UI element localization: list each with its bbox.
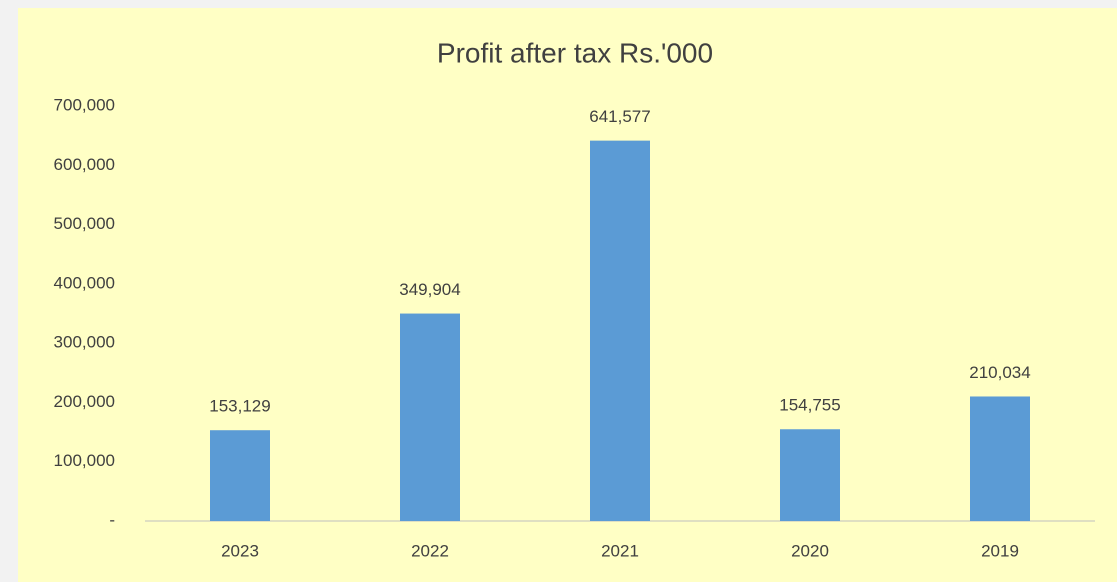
x-tick-label: 2022: [411, 541, 449, 560]
chart-title: Profit after tax Rs.'000: [437, 37, 713, 68]
data-label: 641,577: [589, 107, 650, 126]
bar: [780, 429, 840, 521]
y-tick-label: 300,000: [54, 333, 115, 352]
bar: [210, 430, 270, 521]
bar: [970, 396, 1030, 521]
y-tick-label: -: [109, 510, 115, 529]
y-tick-label: 500,000: [54, 214, 115, 233]
y-tick-label: 600,000: [54, 155, 115, 174]
x-tick-label: 2019: [981, 541, 1019, 560]
x-tick-label: 2020: [791, 541, 829, 560]
data-label: 153,129: [209, 397, 270, 416]
data-label: 349,904: [399, 280, 460, 299]
bar: [400, 313, 460, 521]
bar: [590, 140, 650, 522]
x-tick-label: 2023: [221, 541, 259, 560]
x-tick-label: 2021: [601, 541, 639, 560]
y-tick-label: 700,000: [54, 95, 115, 114]
chart-background: [18, 8, 1117, 582]
y-tick-label: 200,000: [54, 392, 115, 411]
y-tick-label: 400,000: [54, 273, 115, 292]
data-label: 210,034: [969, 363, 1030, 382]
y-tick-label: 100,000: [54, 451, 115, 470]
data-label: 154,755: [779, 396, 840, 415]
